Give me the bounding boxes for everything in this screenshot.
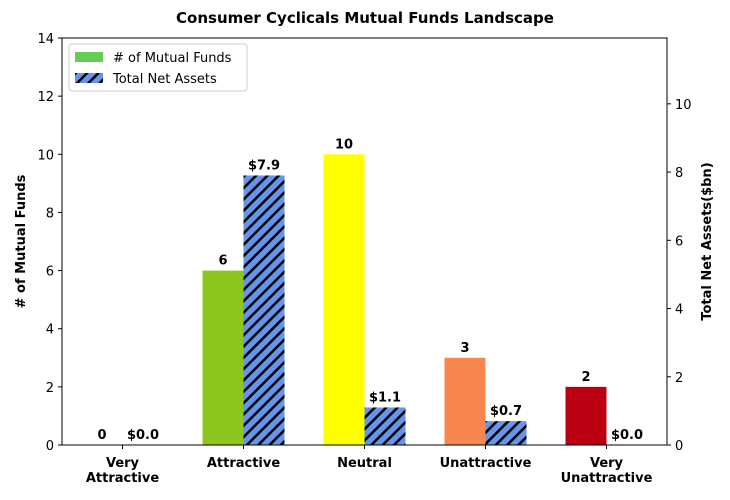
y-tick-label: 10 bbox=[37, 148, 54, 163]
bar bbox=[485, 421, 527, 445]
y2-axis-label: Total Net Assets($bn) bbox=[700, 162, 715, 320]
y-tick-label: 8 bbox=[46, 206, 54, 221]
y-tick-label: 0 bbox=[46, 439, 54, 454]
bar bbox=[565, 386, 607, 445]
value-label: 0 bbox=[97, 428, 106, 443]
legend-swatch bbox=[75, 73, 103, 83]
legend-label: Total Net Assets bbox=[112, 72, 217, 87]
legend-box bbox=[68, 43, 248, 92]
bar bbox=[243, 175, 285, 445]
y2-tick-label: 0 bbox=[675, 439, 683, 454]
chart-title: Consumer Cyclicals Mutual Funds Landscap… bbox=[176, 9, 554, 27]
value-label: $0.0 bbox=[611, 428, 643, 443]
value-label: $7.9 bbox=[248, 158, 280, 173]
y-tick-label: 6 bbox=[46, 265, 54, 280]
legend-swatch bbox=[75, 52, 103, 62]
y-tick-label: 12 bbox=[37, 90, 54, 105]
y2-tick-label: 6 bbox=[675, 234, 683, 249]
y2-tick-label: 10 bbox=[675, 98, 692, 113]
value-label: 10 bbox=[335, 137, 353, 152]
bar bbox=[364, 407, 406, 445]
bar bbox=[202, 270, 244, 445]
value-label: $1.1 bbox=[369, 390, 401, 405]
x-tick-label: Neutral bbox=[337, 456, 392, 471]
y-tick-label: 4 bbox=[46, 323, 54, 338]
y-tick-label: 2 bbox=[46, 381, 54, 396]
value-label: $0.7 bbox=[490, 404, 522, 419]
y2-tick-label: 4 bbox=[675, 303, 683, 318]
x-tick-label: Very Unattractive bbox=[561, 456, 653, 486]
y2-tick-label: 2 bbox=[675, 371, 683, 386]
legend-label: # of Mutual Funds bbox=[113, 51, 232, 66]
plot-frame bbox=[61, 37, 668, 446]
value-label: 2 bbox=[581, 370, 590, 385]
y2-tick-label: 8 bbox=[675, 166, 683, 181]
value-label: 3 bbox=[460, 341, 469, 356]
bar bbox=[444, 357, 486, 445]
x-tick-label: Very Attractive bbox=[86, 456, 160, 486]
bar bbox=[323, 154, 365, 446]
x-tick-label: Attractive bbox=[207, 456, 281, 471]
value-label: $0.0 bbox=[127, 428, 159, 443]
y-tick-label: 14 bbox=[37, 32, 54, 47]
value-label: 6 bbox=[218, 254, 227, 269]
legend: # of Mutual Funds Total Net Assets bbox=[68, 43, 248, 92]
y-axis-label: # of Mutual Funds bbox=[14, 174, 29, 308]
x-tick-label: Unattractive bbox=[440, 456, 532, 471]
